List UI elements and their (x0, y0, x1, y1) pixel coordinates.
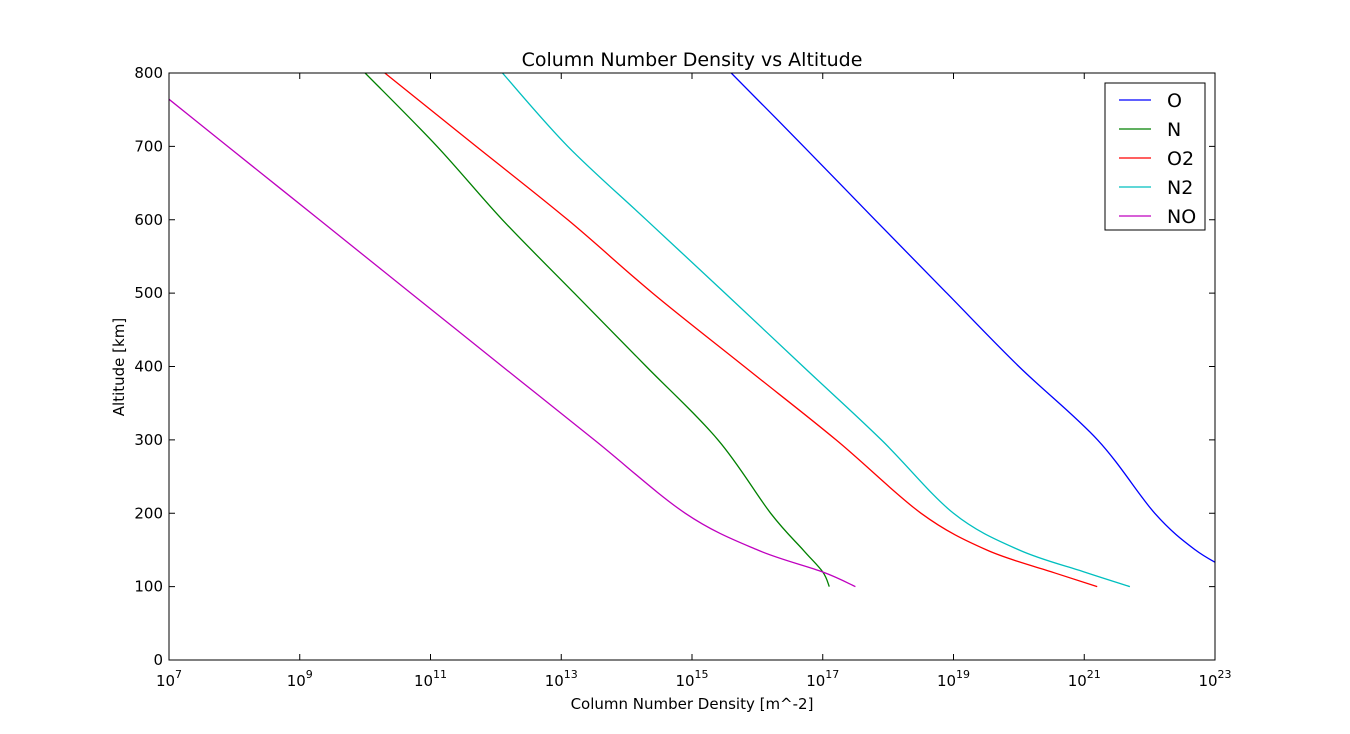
legend: ON O2 N2 NO (1104, 82, 1206, 231)
x-tick-label: 1013 (545, 668, 578, 690)
legend-label-n: N (1167, 119, 1181, 141)
y-tick-label: 400 (134, 358, 163, 376)
y-tick-label: 200 (134, 504, 163, 522)
x-tick-label: 1015 (675, 668, 708, 690)
legend-label-no: NO (1167, 206, 1196, 228)
legend-box (1104, 82, 1206, 231)
y-axis-label: Altitude [km] (110, 318, 128, 416)
y-tick-label: 700 (134, 137, 163, 155)
x-tick-label: 1023 (1198, 668, 1231, 690)
x-tick-label: 107 (156, 668, 182, 690)
legend-label-o2: O2 (1167, 148, 1194, 170)
x-axis-label: Column Number Density [m^-2] (571, 695, 814, 713)
x-tick-label: 1017 (806, 668, 839, 690)
chart-title: Column Number Density vs Altitude (522, 49, 863, 71)
series-line-o2 (384, 73, 1098, 588)
y-tick-label: 500 (134, 284, 163, 302)
x-tick-label: 1021 (1068, 668, 1101, 690)
series-line-no (169, 98, 856, 588)
series-line-n2 (501, 73, 1131, 588)
y-tick-label: 100 (134, 578, 163, 596)
legend-label-n2: N2 (1167, 177, 1193, 199)
series-line-n (364, 73, 830, 587)
legend-label-o: O (1167, 90, 1182, 112)
x-tick-label: 1011 (414, 668, 447, 690)
x-tick-label: 109 (287, 668, 313, 690)
y-tick-label: 0 (153, 651, 163, 669)
plot-frame (168, 72, 1216, 661)
y-tick-label: 300 (134, 431, 163, 449)
y-tick-label: 800 (134, 64, 163, 82)
series-line-o (730, 73, 1215, 564)
x-tick-label: 1019 (937, 668, 970, 690)
y-tick-label: 600 (134, 211, 163, 229)
